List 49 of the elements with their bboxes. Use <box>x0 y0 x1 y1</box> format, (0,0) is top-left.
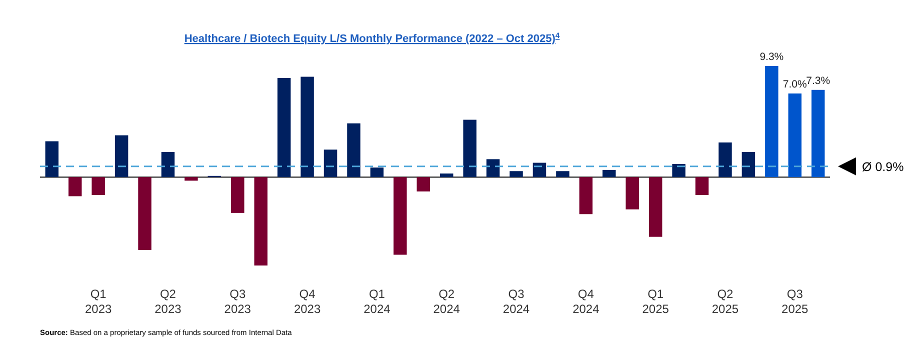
bar <box>394 177 407 255</box>
bar <box>324 150 338 178</box>
bar <box>672 164 686 178</box>
chart-title: Healthcare / Biotech Equity L/S Monthly Performance (2022 – Oct 2025)$^{4}$ <box>184 30 560 45</box>
bar <box>602 170 616 178</box>
bar <box>138 177 152 250</box>
bar <box>184 177 198 181</box>
bar <box>440 174 454 178</box>
bar <box>370 168 384 178</box>
bar <box>626 177 639 210</box>
x-tick-label: Q1 2023 <box>84 287 112 316</box>
bar <box>463 120 476 178</box>
bar <box>347 123 360 178</box>
bar <box>788 93 802 178</box>
x-tick-label: Q4 2023 <box>294 287 321 316</box>
x-tick-label: Q4 2024 <box>572 287 600 316</box>
x-tick-label: Q3 2023 <box>224 287 252 316</box>
bar <box>579 177 593 214</box>
bar <box>92 177 105 196</box>
x-tick-label: Q1 2025 <box>642 287 670 316</box>
ref-line-label: Ø 0.9% <box>862 160 904 174</box>
x-tick-label: Q2 2023 <box>154 287 182 316</box>
data-label: 9.3% <box>760 51 784 63</box>
bar <box>231 177 244 213</box>
bar <box>532 162 546 178</box>
bar <box>68 177 82 196</box>
x-tick-label: Q2 2024 <box>433 287 460 316</box>
bar <box>765 66 778 178</box>
bar <box>648 177 662 237</box>
bar <box>45 141 59 178</box>
x-tick-label: Q3 2025 <box>782 287 809 316</box>
bar <box>742 152 756 178</box>
bar <box>718 142 732 178</box>
bar <box>277 78 291 178</box>
data-label: 7.3% <box>806 74 830 87</box>
bar <box>510 171 523 178</box>
bar <box>114 135 128 178</box>
data-label: 7.0% <box>782 78 807 90</box>
bar <box>254 177 268 266</box>
bar <box>486 159 500 178</box>
bar <box>416 177 430 192</box>
bar <box>695 177 709 196</box>
bar <box>161 152 175 178</box>
bar <box>811 90 825 178</box>
x-tick-label: Q1 2024 <box>364 287 391 316</box>
bar <box>556 171 570 178</box>
bar <box>300 76 314 178</box>
x-tick-label: Q3 2024 <box>502 287 530 316</box>
x-tick-label: Q2 2025 <box>712 287 739 316</box>
